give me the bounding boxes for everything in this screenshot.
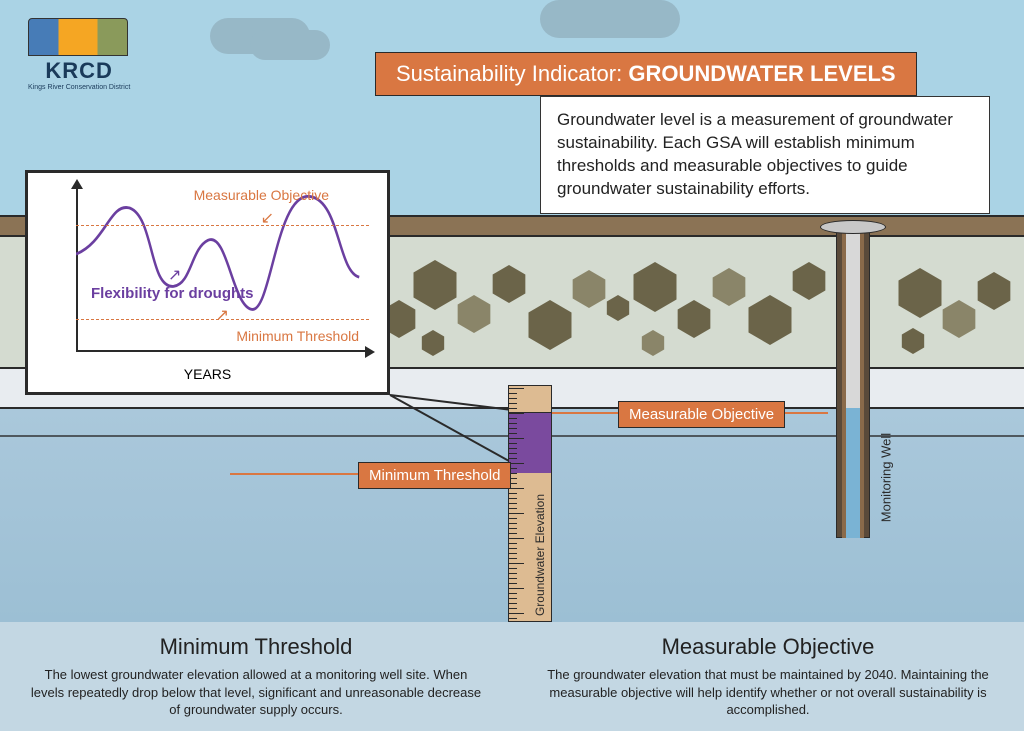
- measurable-objective-line: [76, 225, 369, 226]
- chart-x-label: YEARS: [28, 366, 387, 382]
- well-cap: [820, 220, 886, 234]
- krcd-logo: KRCD Kings River Conservation District: [28, 18, 130, 91]
- measurable-objective-definition: Measurable Objective The groundwater ele…: [542, 634, 994, 719]
- well-water-level: [846, 408, 860, 538]
- minimum-threshold-chart-label: Minimum Threshold: [236, 328, 359, 344]
- flexibility-label: Flexibility for droughts: [91, 285, 254, 302]
- pointer-arrow-icon: ↗: [168, 265, 181, 285]
- title-main: GROUNDWATER LEVELS: [628, 61, 895, 86]
- logo-text: KRCD: [28, 58, 130, 84]
- chart-curve: [76, 185, 369, 352]
- cloud-decoration: [250, 30, 330, 60]
- bottom-definitions: Minimum Threshold The lowest groundwater…: [0, 622, 1024, 731]
- chart-panel: GROUNDWATER ELEVATION YEARS Measurable O…: [25, 170, 390, 395]
- monitoring-well: [836, 228, 870, 538]
- logo-icon: [28, 18, 128, 56]
- pointer-arrow-icon: ↙: [261, 208, 274, 228]
- cloud-decoration: [540, 0, 680, 38]
- chart-plot-area: Measurable Objective Minimum Threshold F…: [76, 185, 369, 352]
- description-box: Groundwater level is a measurement of gr…: [540, 96, 990, 214]
- minimum-threshold-definition: Minimum Threshold The lowest groundwater…: [30, 634, 482, 719]
- logo-subtitle: Kings River Conservation District: [28, 84, 130, 91]
- page-title: Sustainability Indicator: GROUNDWATER LE…: [375, 52, 917, 96]
- definition-text: The groundwater elevation that must be m…: [542, 666, 994, 719]
- measurable-objective-chart-label: Measurable Objective: [194, 187, 329, 203]
- ruler-label: Groundwater Elevation: [533, 485, 547, 625]
- well-label: Monitoring Well: [879, 418, 894, 538]
- minimum-threshold-tag: Minimum Threshold: [358, 462, 511, 489]
- definition-title: Measurable Objective: [542, 634, 994, 660]
- title-prefix: Sustainability Indicator:: [396, 61, 628, 86]
- definition-title: Minimum Threshold: [30, 634, 482, 660]
- definition-text: The lowest groundwater elevation allowed…: [30, 666, 482, 719]
- measurable-objective-tag: Measurable Objective: [618, 401, 785, 428]
- pointer-arrow-icon: ↗: [216, 305, 229, 325]
